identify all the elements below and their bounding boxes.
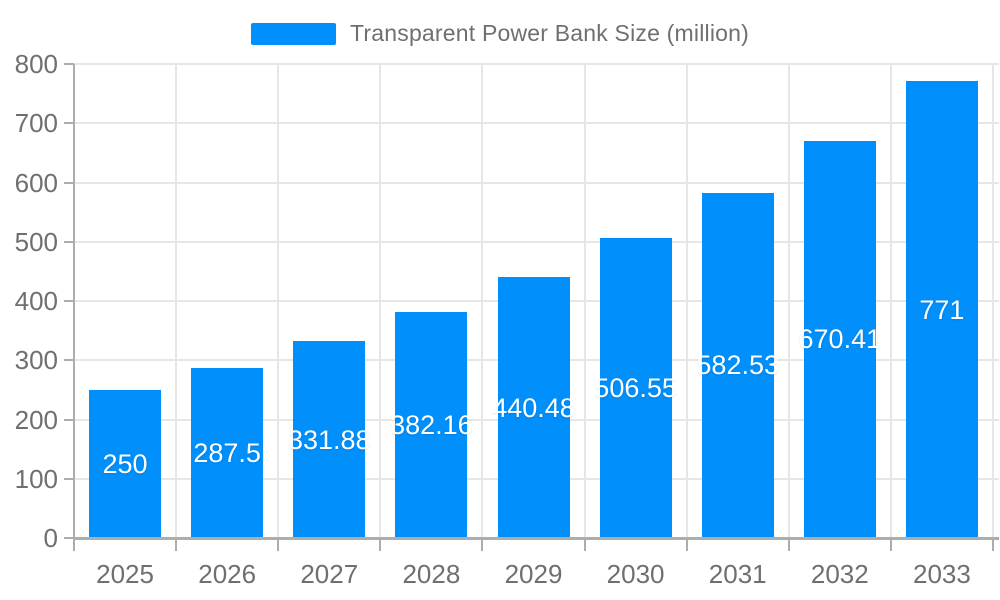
gridline-vertical <box>992 64 994 538</box>
gridline-vertical <box>379 64 382 538</box>
legend-label: Transparent Power Bank Size (million) <box>350 20 749 46</box>
y-axis-line <box>73 64 75 551</box>
gridline-horizontal <box>74 63 999 65</box>
bar-value-label: 382.16 <box>390 409 473 440</box>
x-axis-tick <box>889 538 892 551</box>
x-axis-tick-label: 2033 <box>913 559 971 589</box>
bar-value-label: 506.55 <box>594 372 677 403</box>
x-axis-tick-label: 2030 <box>606 559 665 589</box>
gridline-vertical <box>481 64 484 538</box>
bar-value-label: 331.88 <box>287 424 371 455</box>
legend-marker-swatch <box>251 22 336 45</box>
x-axis-tick-label: 2031 <box>708 559 767 589</box>
x-axis-tick <box>583 538 586 551</box>
gridline-vertical <box>787 64 790 538</box>
y-axis-tick-label: 100 <box>14 463 58 494</box>
y-axis-tick <box>64 63 74 65</box>
y-axis-tick-label: 200 <box>14 404 58 435</box>
bar-value-label: 250 <box>102 448 148 479</box>
bar-2032[interactable] <box>803 140 876 538</box>
bar-2031[interactable] <box>701 192 774 538</box>
x-axis-tick-label: 2027 <box>300 559 359 589</box>
x-axis-tick <box>992 538 994 551</box>
bar-value-label: 440.48 <box>492 392 575 423</box>
bar-2028[interactable] <box>395 311 468 538</box>
x-axis-tick-label: 2025 <box>96 559 154 589</box>
x-axis-tick <box>277 538 280 551</box>
x-axis-tick-label: 2026 <box>198 559 257 589</box>
y-axis-tick-label: 500 <box>14 226 58 257</box>
gridline-horizontal <box>74 181 999 184</box>
y-axis-tick <box>64 477 74 480</box>
gridline-vertical <box>889 64 892 538</box>
y-axis-tick-label: 600 <box>14 167 58 198</box>
bar-2030[interactable] <box>599 237 672 538</box>
x-axis-line <box>74 537 999 540</box>
x-axis-tick <box>379 538 382 551</box>
x-axis-tick <box>787 538 790 551</box>
bar-2033[interactable] <box>905 81 978 538</box>
y-axis-tick <box>64 240 74 243</box>
x-axis-tick <box>685 538 688 551</box>
y-axis-tick-label: 800 <box>14 49 58 79</box>
gridline-vertical <box>277 64 280 538</box>
gridline-vertical <box>685 64 688 538</box>
x-axis-tick-label: 2029 <box>504 559 563 589</box>
x-axis-tick <box>175 538 178 551</box>
y-axis-tick-label: 700 <box>14 108 58 139</box>
y-axis-tick <box>64 122 74 125</box>
x-axis-tick-label: 2032 <box>810 559 869 589</box>
y-axis-tick <box>64 537 74 539</box>
bar-value-label: 287.5 <box>193 437 261 468</box>
bar-value-label: 670.41 <box>798 324 882 355</box>
x-axis-tick-label: 2028 <box>402 559 461 589</box>
bar-value-label: 771 <box>919 294 965 325</box>
y-axis-tick <box>64 359 74 362</box>
bar-2026[interactable] <box>191 367 264 538</box>
y-axis-tick <box>64 300 74 302</box>
chart-legend[interactable]: Transparent Power Bank Size (million) <box>0 20 1000 47</box>
y-axis-tick-label: 400 <box>14 286 58 316</box>
y-axis-tick <box>64 181 74 184</box>
x-axis-tick <box>481 538 484 551</box>
gridline-vertical <box>583 64 586 538</box>
gridline-horizontal <box>74 122 999 125</box>
gridline-horizontal <box>74 240 999 243</box>
y-axis-tick-label: 0 <box>43 523 58 553</box>
bar-2029[interactable] <box>497 277 570 538</box>
bar-2027[interactable] <box>293 341 366 538</box>
y-axis-tick-label: 300 <box>14 345 58 376</box>
y-axis-tick <box>64 418 74 421</box>
bar-2025[interactable] <box>89 389 162 538</box>
gridline-vertical <box>175 64 178 538</box>
bar-value-label: 582.53 <box>696 350 779 381</box>
